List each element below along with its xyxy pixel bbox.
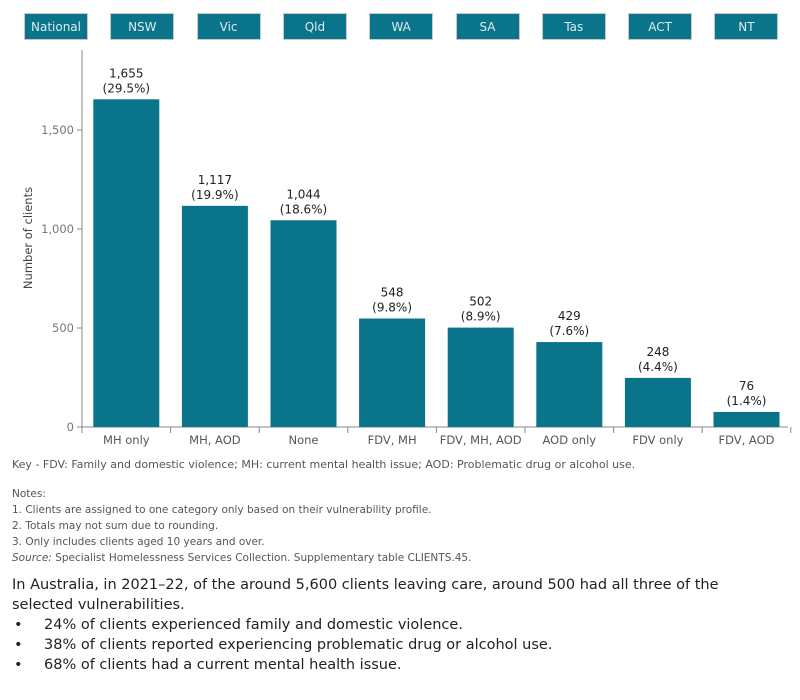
y-tick-label: 1,500 <box>41 123 74 137</box>
x-category-label: FDV, MH, AOD <box>440 433 522 447</box>
bar-5 <box>536 342 603 427</box>
x-category-label: FDV, AOD <box>718 433 774 447</box>
bar-chart: 0 500 1,000 1,500 Number of clients 1,655(29.… <box>21 50 792 447</box>
filter-button-vic[interactable]: Vic <box>196 13 261 40</box>
filter-button-national[interactable]: National <box>24 13 88 40</box>
bar-1 <box>181 205 248 427</box>
source-text: Specialist Homelessness Services Collect… <box>51 552 472 564</box>
x-category-label: MH, AOD <box>189 433 241 447</box>
bar-percent-label: (4.4%) <box>638 360 678 374</box>
bar-percent-label: (19.9%) <box>191 188 238 202</box>
x-category-label: MH only <box>103 433 150 447</box>
bar-value-label: 548 <box>381 285 404 299</box>
bar-percent-label: (29.5%) <box>103 81 150 95</box>
bar-3 <box>359 318 426 427</box>
x-category-label: FDV only <box>632 433 683 447</box>
note-item: 3. Only includes clients aged 10 years a… <box>12 536 265 548</box>
bar-0 <box>93 99 160 427</box>
x-category-label: AOD only <box>543 433 597 447</box>
y-axis-title: Number of clients <box>21 187 35 289</box>
note-item: 2. Totals may not sum due to rounding. <box>12 520 219 532</box>
note-item: 1. Clients are assigned to one category … <box>12 504 432 516</box>
filter-button-nt[interactable]: NT <box>714 13 779 40</box>
summary-bullet: 38% of clients reported experiencing pro… <box>12 635 782 655</box>
bar-percent-label: (7.6%) <box>549 324 589 338</box>
bar-6 <box>624 377 691 427</box>
bar-value-label: 429 <box>558 309 581 323</box>
bar-7 <box>713 411 780 427</box>
source-line: Source: Specialist Homelessness Services… <box>12 550 471 566</box>
bar-value-label: 248 <box>646 345 669 359</box>
filter-button-tas[interactable]: Tas <box>541 13 606 40</box>
bar-value-label: 76 <box>739 379 754 393</box>
bar-value-label: 1,044 <box>286 187 320 201</box>
summary-intro: In Australia, in 2021–22, of the around … <box>12 577 719 613</box>
filter-button-sa[interactable]: SA <box>455 13 520 40</box>
bar-percent-label: (18.6%) <box>280 202 327 216</box>
x-category-label: None <box>288 433 318 447</box>
bar-value-label: 1,655 <box>109 66 143 80</box>
key-text: Key - FDV: Family and domestic violence;… <box>12 458 636 471</box>
bar-percent-label: (1.4%) <box>727 394 767 408</box>
bar-value-label: 1,117 <box>198 173 232 187</box>
filter-button-act[interactable]: ACT <box>628 13 693 40</box>
filter-button-nsw[interactable]: NSW <box>110 13 175 40</box>
bar-2 <box>270 220 337 427</box>
summary-bullet: 68% of clients had a current mental heal… <box>12 655 782 675</box>
summary-bullet: 24% of clients experienced family and do… <box>12 615 782 635</box>
bar-value-label: 502 <box>469 295 492 309</box>
y-tick-label: 500 <box>52 321 74 335</box>
bar-4 <box>447 327 514 427</box>
x-category-label: FDV, MH <box>368 433 417 447</box>
summary: In Australia, in 2021–22, of the around … <box>12 575 782 675</box>
y-tick-label: 0 <box>67 420 74 434</box>
source-label: Source: <box>12 552 52 564</box>
bar-percent-label: (8.9%) <box>461 310 501 324</box>
filter-button-qld[interactable]: Qld <box>282 13 347 40</box>
notes: Notes: 1. Clients are assigned to one ca… <box>12 486 471 566</box>
bar-percent-label: (9.8%) <box>372 300 412 314</box>
y-tick-label: 1,000 <box>41 222 74 236</box>
notes-heading: Notes: <box>12 488 46 500</box>
filter-button-wa[interactable]: WA <box>369 13 434 40</box>
